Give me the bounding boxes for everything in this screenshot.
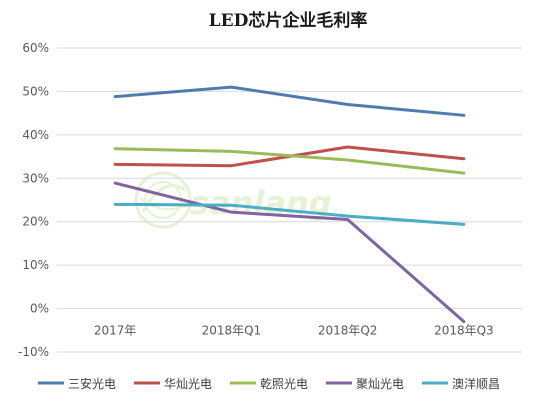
y-tick-label: 50% [22,84,49,98]
legend-label: 三安光电 [68,376,116,391]
series-line [113,202,466,226]
y-tick-label: 40% [22,128,49,142]
x-axis: 2017年 2018年Q1 2018年Q2 2018年Q3 [94,324,494,338]
series-layer [113,85,466,324]
y-axis: -10% 0% 10% 20% 30% 40% 50% 60% [18,41,49,359]
y-tick-label: 10% [22,258,49,272]
x-tick-label: 2018年Q2 [318,324,378,338]
legend: 三安光电 华灿光电 乾照光电 聚灿光电 澳洋顺昌 [38,376,500,391]
y-tick-label: 30% [22,171,49,185]
legend-label: 聚灿光电 [356,377,404,391]
grid-layer [57,47,522,353]
series-line [113,181,466,324]
x-tick-label: 2017年 [94,324,137,338]
legend-label: 华灿光电 [164,377,212,391]
x-tick-label: 2018年Q3 [434,324,494,338]
x-tick-label: 2018年Q1 [202,324,262,338]
legend-label: 澳洋顺昌 [452,376,500,391]
series-line [113,147,466,175]
y-tick-label: 60% [22,41,49,55]
y-tick-label: -10% [18,345,49,359]
chart-title: LED芯片企业毛利率 [209,10,368,31]
watermark-logo: sanlang [134,171,332,229]
legend-label: 乾照光电 [260,377,308,391]
series-line [113,85,466,117]
y-tick-label: 20% [22,215,49,229]
y-tick-label: 0% [30,302,49,316]
